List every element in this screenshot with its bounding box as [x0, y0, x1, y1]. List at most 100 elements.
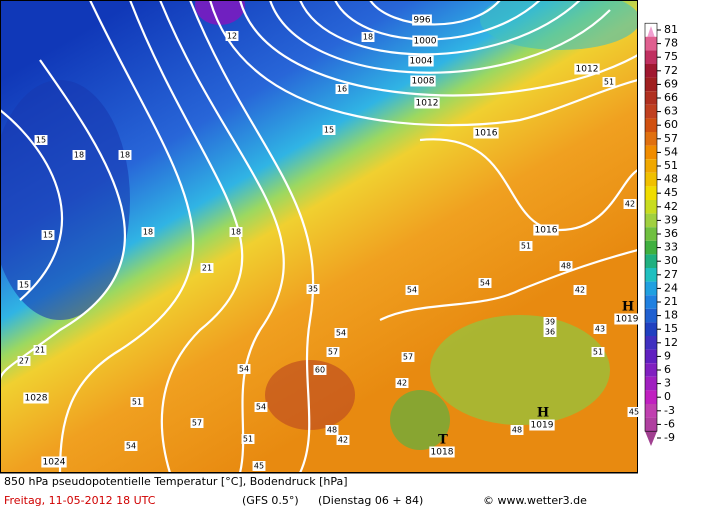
temperature-label: 54 — [254, 402, 268, 412]
legend-label: 12 — [664, 336, 678, 349]
legend-label: 57 — [664, 132, 678, 145]
isobar-label-bg — [41, 456, 67, 468]
legend-label: 3 — [664, 377, 671, 390]
temperature-label-text: 15 — [324, 126, 334, 135]
temperature-label-bg — [627, 407, 641, 417]
isobar-label-text: 1004 — [410, 57, 433, 67]
temperature-label-text: 54 — [336, 329, 346, 338]
legend-label: 45 — [664, 186, 678, 199]
legend-swatch — [645, 145, 657, 160]
legend-label: 27 — [664, 268, 678, 281]
legend-swatch — [645, 240, 657, 255]
temperature-label-bg — [401, 352, 415, 362]
temperature-label: 54 — [478, 278, 492, 288]
temperature-label: 27 — [17, 356, 31, 366]
legend-label: -9 — [664, 431, 675, 444]
temperature-label: 15 — [17, 280, 31, 290]
temperature-label-text: 18 — [120, 151, 130, 160]
isobar-label-text: 996 — [413, 16, 430, 26]
temperature-label: 18 — [118, 150, 132, 160]
temperature-label: 16 — [335, 84, 349, 94]
temperature-label-bg — [17, 356, 31, 366]
legend-swatch — [645, 404, 657, 418]
temperature-label-text: 39 — [545, 318, 555, 327]
temperature-label-bg — [229, 227, 243, 237]
temperature-label-bg — [334, 328, 348, 338]
temperature-label-text: 48 — [561, 262, 571, 271]
legend-swatch — [645, 254, 657, 268]
source: © www.wetter3.de — [483, 494, 587, 507]
temperature-label-text: 18 — [363, 33, 373, 42]
legend-label: 42 — [664, 200, 678, 213]
legend-label: 30 — [664, 254, 678, 267]
temperature-label-text: 42 — [397, 379, 407, 388]
legend-swatch — [645, 281, 657, 296]
isobar-label: 1008 — [410, 75, 436, 87]
temperature-label: 51 — [591, 347, 605, 357]
legend-label: 54 — [664, 145, 678, 158]
temperature-label: 21 — [200, 263, 214, 273]
isobar-label: 1016 — [473, 127, 499, 139]
isobar — [188, 0, 315, 473]
pressure-center-value-bg — [529, 419, 555, 431]
map-area — [0, 0, 638, 473]
temperature-label-bg — [322, 125, 336, 135]
isobar-label-text: 1008 — [412, 77, 435, 87]
temperature-label: 18 — [229, 227, 243, 237]
isobar — [379, 248, 638, 321]
legend-swatch — [645, 363, 657, 377]
temperature-label-bg — [190, 418, 204, 428]
legend-label: 36 — [664, 227, 678, 240]
isobar-label: 1012 — [414, 97, 440, 109]
temperature-label-bg — [72, 150, 86, 160]
legend-swatch — [645, 91, 657, 105]
legend-swatch — [645, 431, 657, 446]
temperature-label-bg — [225, 31, 239, 41]
temperature-label: 57 — [401, 352, 415, 362]
temperature-label-bg — [141, 227, 155, 237]
temperature-label: 54 — [124, 441, 138, 451]
temperature-label: 36 — [543, 327, 557, 337]
temperature-label: 45 — [627, 407, 641, 417]
legend-swatch — [645, 64, 657, 78]
run-time: Freitag, 11-05-2012 18 UTC — [4, 494, 156, 507]
legend-swatch — [645, 390, 657, 404]
legend-swatch — [645, 200, 657, 214]
temperature-label-text: 48 — [327, 426, 337, 435]
legend-swatch — [645, 295, 657, 309]
temperature-label-text: 51 — [593, 348, 603, 357]
legend-swatch — [645, 417, 657, 432]
isobar — [0, 109, 63, 301]
temperature-label-bg — [306, 284, 320, 294]
temperature-label-text: 54 — [239, 365, 249, 374]
legend-label: 33 — [664, 241, 678, 254]
legend-label: 24 — [664, 281, 678, 294]
temperature-label-text: 18 — [74, 151, 84, 160]
legend-label: 21 — [664, 295, 678, 308]
temperature-label-text: 16 — [337, 85, 347, 94]
pressure-center-value-text: 1019 — [616, 315, 639, 325]
isobar — [298, 0, 581, 56]
temperature-label-text: 45 — [629, 408, 639, 417]
temperature-label-bg — [34, 135, 48, 145]
isobar-label-bg — [23, 392, 49, 404]
temperature-label-text: 45 — [254, 462, 264, 471]
product-title: 850 hPa pseudopotentielle Temperatur [°C… — [4, 475, 348, 488]
legend-swatch — [645, 132, 657, 146]
temperature-label-bg — [591, 347, 605, 357]
isobar-label-bg — [408, 55, 434, 67]
legend-swatch — [645, 77, 657, 92]
isobar — [238, 0, 638, 97]
temperature-label-text: 43 — [595, 325, 605, 334]
temperature-label-bg — [623, 199, 637, 209]
isobar — [158, 0, 285, 473]
pressure-center-value: 1018 — [429, 446, 455, 458]
temperature-label-bg — [335, 84, 349, 94]
isobar-label-bg — [414, 97, 440, 109]
isobar-label: 996 — [412, 14, 432, 26]
temperature-label: 42 — [336, 435, 350, 445]
temperature-label-bg — [200, 263, 214, 273]
temperature-label-text: 18 — [143, 228, 153, 237]
temperature-label: 15 — [41, 230, 55, 240]
pressure-center-symbol: H — [537, 406, 549, 421]
